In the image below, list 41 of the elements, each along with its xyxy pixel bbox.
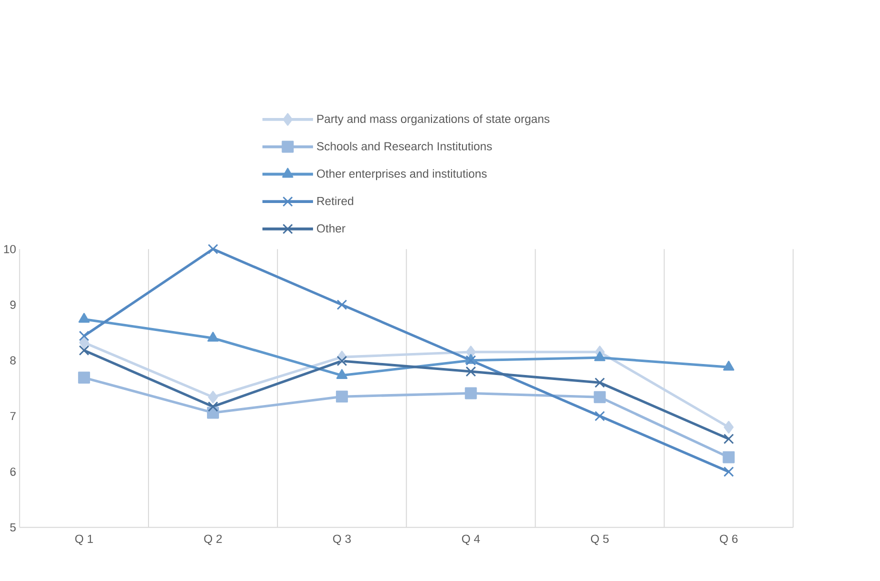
- point: [594, 378, 605, 388]
- y-tick-label: 9: [10, 300, 16, 309]
- point: [594, 410, 605, 422]
- point: [336, 356, 348, 366]
- point: [464, 387, 477, 400]
- point: [208, 390, 218, 404]
- point: [207, 332, 219, 342]
- y-tick-label: 5: [10, 523, 16, 532]
- x-tick-label: Q 2: [204, 534, 222, 546]
- point: [466, 366, 476, 377]
- point: [336, 390, 348, 403]
- legend-label: Retired: [317, 196, 354, 206]
- x-tick-label: Q 3: [333, 534, 351, 546]
- point: [724, 466, 734, 477]
- point: [594, 351, 606, 362]
- x-tick-label: Q 4: [462, 534, 480, 546]
- legend-label: Schools and Research Institutions: [316, 142, 492, 150]
- point: [208, 244, 218, 254]
- x-tick-label: Q 5: [590, 534, 609, 546]
- legend-label: Other: [316, 224, 346, 233]
- x-tick-label: Q 1: [75, 534, 93, 546]
- point: [78, 330, 90, 342]
- point: [723, 360, 734, 371]
- point: [336, 369, 348, 380]
- y-tick-label: 8: [10, 356, 16, 365]
- x-tick-label: Q 6: [720, 534, 738, 546]
- point: [336, 300, 348, 310]
- point: [724, 434, 734, 444]
- point: [594, 391, 606, 404]
- point: [78, 372, 90, 384]
- point: [78, 345, 90, 356]
- y-tick-label: 7: [10, 412, 16, 420]
- point: [208, 401, 218, 412]
- y-tick-label: 10: [4, 245, 16, 254]
- point: [78, 312, 90, 323]
- legend-label: Other enterprises and institutions: [316, 169, 487, 180]
- point: [724, 420, 734, 434]
- point: [722, 451, 735, 464]
- legend-label: Party and mass organizations of state organs: [317, 114, 550, 126]
- point: [79, 336, 89, 349]
- y-tick-label: 6: [10, 468, 16, 476]
